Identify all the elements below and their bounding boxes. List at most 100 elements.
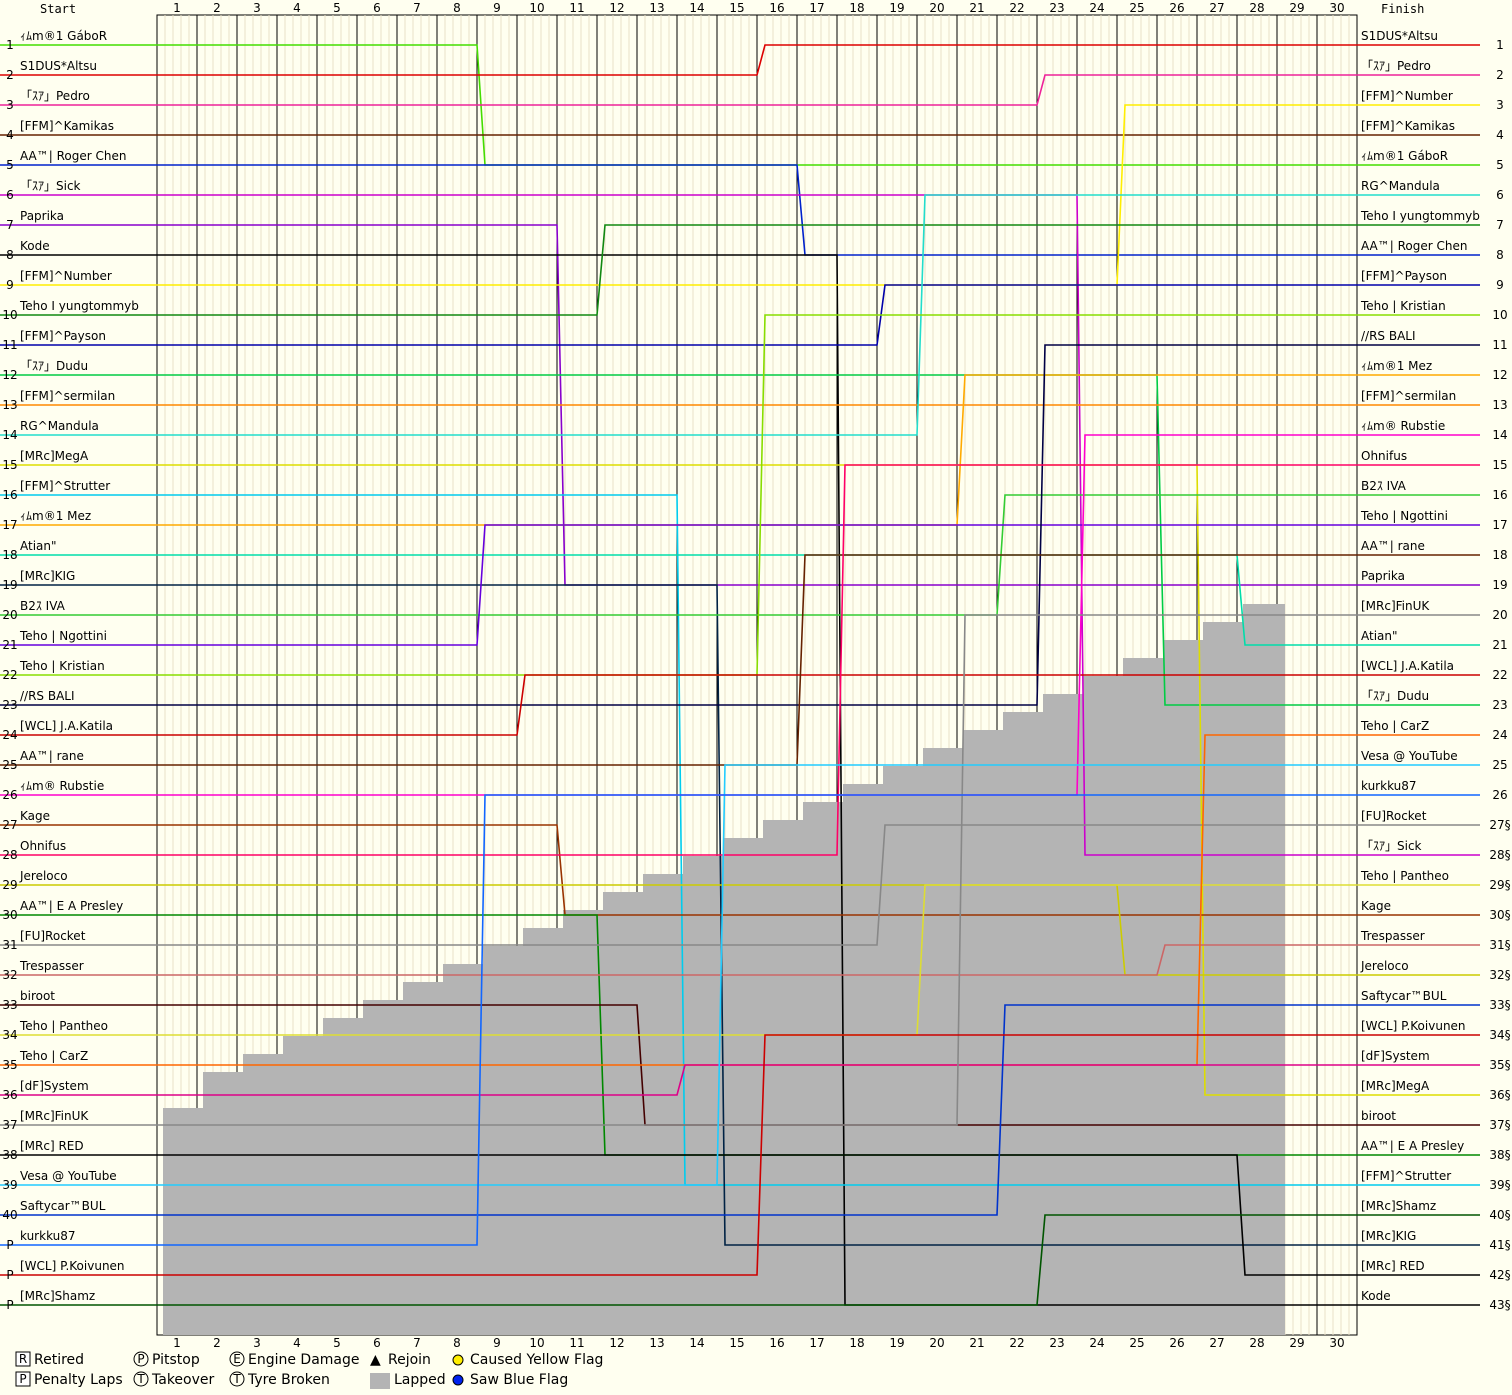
start-position: 14 [2,428,17,442]
start-name: AA™| rane [20,749,84,763]
start-position: 37 [2,1118,17,1132]
lapped-region [803,802,845,1335]
legend-marker-ring [133,1371,149,1387]
lap-tick-bottom: 27 [1209,1336,1224,1350]
start-position: 22 [2,668,17,682]
finish-position: 25 [1492,758,1507,772]
lap-tick-top: 14 [689,1,704,15]
start-position: 11 [2,338,17,352]
finish-position: 19 [1492,578,1507,592]
start-position: 16 [2,488,17,502]
finish-position: 23 [1492,698,1507,712]
finish-name: Jereloco [1360,959,1409,973]
lap-tick-bottom: 20 [929,1336,944,1350]
start-name: [FFM]^sermilan [20,389,115,403]
finish-name: [WCL] P.Koivunen [1361,1019,1466,1033]
start-position: 34 [2,1028,17,1042]
start-name: biroot [20,989,55,1003]
driver-line [157,1034,1357,1276]
lap-tick-bottom: 21 [969,1336,984,1350]
legend-flag-swatch [452,1354,464,1366]
legend-marker-box [15,1351,31,1367]
start-name: [FU]Rocket [20,929,86,943]
start-name: Kage [20,809,50,823]
start-name: 「ｽｱ」Pedro [20,89,90,103]
lap-tick-bottom: 2 [213,1336,221,1350]
lap-tick-top: 17 [809,1,824,15]
finish-position: 6 [1496,188,1504,202]
driver-line [157,824,1357,946]
lap-tick-bottom: 22 [1009,1336,1024,1350]
finish-name: [FFM]^Strutter [1361,1169,1451,1183]
finish-position: 15 [1492,458,1507,472]
lapped-region [243,1054,285,1335]
finish-position: 8 [1496,248,1504,262]
start-position: 3 [6,98,14,112]
legend-label: Takeover [151,1372,214,1388]
finish-position: 30§ [1489,908,1510,922]
finish-name: [MRc]KIG [1361,1229,1416,1243]
lap-tick-bottom: 23 [1049,1336,1064,1350]
finish-position: 26 [1492,788,1507,802]
driver-line [157,74,1357,106]
finish-name: 「ｽｱ」Dudu [1361,689,1429,703]
finish-position: 2 [1496,68,1504,82]
legend-label: Pitstop [152,1352,200,1368]
start-position: 26 [2,788,17,802]
start-name: [MRc]KIG [20,569,75,583]
start-position: 25 [2,758,17,772]
lap-tick-top: 28 [1249,1,1264,15]
lap-tick-bottom: 12 [609,1336,624,1350]
legend-label: Retired [34,1352,84,1368]
lapped-region [1123,658,1165,1335]
lap-tick-bottom: 19 [889,1336,904,1350]
start-name: ｨﾑm® Rubstie [20,779,104,793]
finish-name: Kode [1361,1289,1391,1303]
start-position: 1 [6,38,14,52]
finish-name: ｨﾑm®1 Mez [1361,359,1432,373]
finish-position: 20 [1492,608,1507,622]
lap-tick-top: 23 [1049,1,1064,15]
start-position: 7 [6,218,14,232]
lap-tick-top: 7 [413,1,421,15]
start-name: RG^Mandula [20,419,99,433]
start-name: Trespasser [19,959,84,973]
lap-tick-bottom: 24 [1089,1336,1104,1350]
start-name: [MRc]FinUK [20,1109,89,1123]
finish-position: 17 [1492,518,1507,532]
finish-position: 43§ [1489,1298,1510,1312]
driver-line [157,224,1357,316]
finish-position: 22 [1492,668,1507,682]
legend-label: Saw Blue Flag [470,1372,568,1388]
finish-position: 39§ [1489,1178,1510,1192]
lap-tick-top: 26 [1169,1,1184,15]
lap-tick-top: 10 [529,1,544,15]
start-position: 33 [2,998,17,1012]
legend-marker-box [15,1371,31,1387]
start-name: B2ｽ IVA [20,599,66,613]
finish-position: 29§ [1489,878,1510,892]
start-position: P [6,1268,13,1282]
legend-symbol: T [136,1372,145,1386]
lap-tick-top: 3 [253,1,261,15]
lap-tick-bottom: 10 [529,1336,544,1350]
legend-label: Rejoin [388,1352,431,1368]
lapped-region [1043,694,1085,1335]
finish-name: 「ｽｱ」Pedro [1361,59,1431,73]
lapped-region [483,946,525,1335]
start-position: 20 [2,608,17,622]
lap-tick-top: 9 [493,1,501,15]
lap-tick-bottom: 1 [173,1336,181,1350]
start-position: 21 [2,638,17,652]
start-position: 12 [2,368,17,382]
start-name: Paprika [20,209,64,223]
driver-line [157,944,1357,976]
start-name: //RS BALI [20,689,75,703]
lapped-region [563,910,605,1335]
lapped-region [1003,712,1045,1335]
start-name: Kode [20,239,50,253]
lap-tick-bottom: 7 [413,1336,421,1350]
finish-position: 21 [1492,638,1507,652]
finish-name: Paprika [1361,569,1405,583]
finish-name: //RS BALI [1361,329,1416,343]
